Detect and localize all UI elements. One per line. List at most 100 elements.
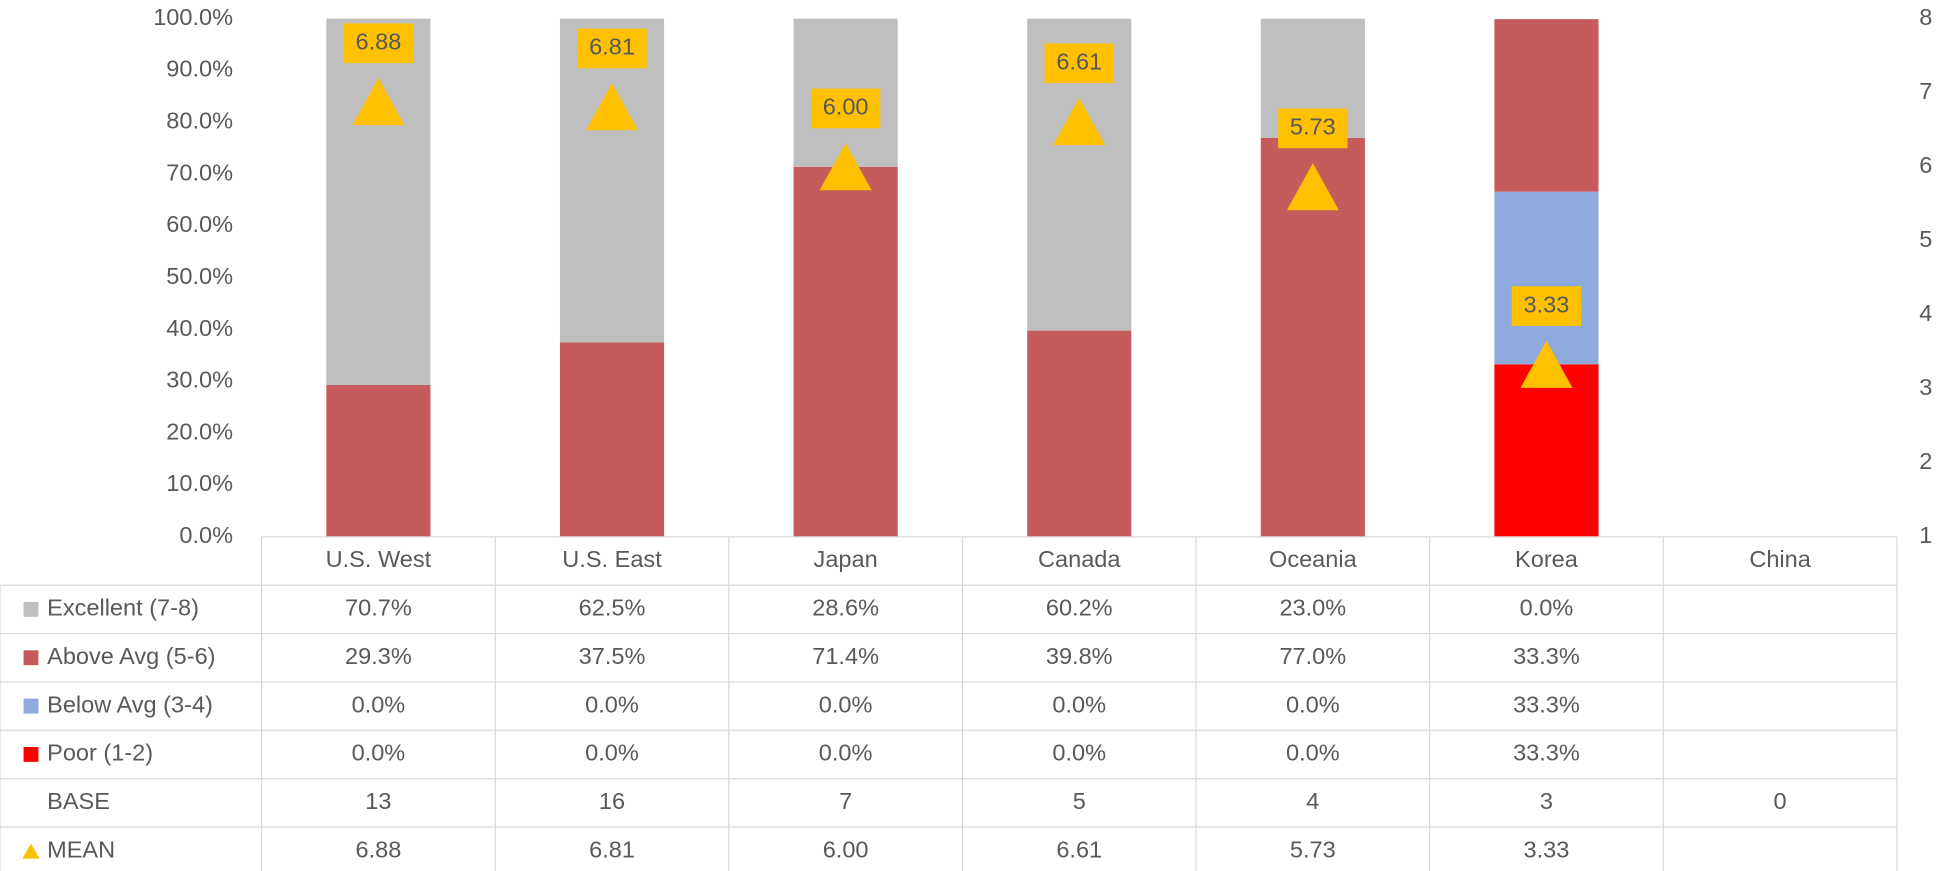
y-tick-label: 100.0% — [153, 4, 233, 30]
legend-swatch — [23, 601, 39, 617]
table-cell: 6.61 — [1056, 836, 1102, 862]
mean-label-box — [1044, 43, 1114, 84]
table-cell: 6.81 — [589, 836, 635, 862]
table-cell: 13 — [365, 788, 391, 814]
x-tick-label: China — [1749, 546, 1811, 572]
y-tick-label: 10.0% — [166, 470, 233, 496]
x-tick-label: Japan — [814, 546, 878, 572]
y-tick-label: 50.0% — [166, 263, 233, 289]
table-cell: 37.5% — [579, 643, 646, 669]
y-tick-label: 40.0% — [166, 315, 233, 341]
y2-tick-label: 8 — [1919, 4, 1932, 30]
table-cell: 5.73 — [1290, 836, 1336, 862]
table-cell: 33.3% — [1513, 643, 1580, 669]
y2-tick-label: 5 — [1919, 226, 1932, 252]
mean-label-box — [1511, 286, 1582, 326]
mean-label: 6.61 — [1056, 48, 1102, 74]
legend-label: Excellent (7-8) — [47, 595, 199, 621]
table-cell: 0.0% — [819, 740, 873, 766]
table-cell: 0.0% — [1520, 595, 1574, 621]
mean-marker — [1053, 97, 1106, 146]
legend-swatch — [23, 698, 39, 714]
bar-segment — [793, 166, 898, 537]
bar-segment — [326, 385, 431, 537]
table-cell: 3.33 — [1524, 836, 1570, 862]
table-cell: 60.2% — [1046, 595, 1113, 621]
y-tick-label: 90.0% — [166, 56, 233, 82]
table-cell: 5 — [1073, 788, 1086, 814]
y2-tick-label: 3 — [1919, 374, 1932, 400]
mean-marker — [819, 143, 872, 191]
bar-segment — [1027, 330, 1132, 537]
mean-marker — [1286, 163, 1339, 211]
mean-label-box — [1278, 108, 1348, 149]
table-cell: 33.3% — [1513, 691, 1580, 717]
base-label: BASE — [47, 788, 110, 814]
table-cell: 0.0% — [352, 740, 406, 766]
mean-label-box — [810, 88, 881, 129]
y2-tick-label: 1 — [1919, 522, 1932, 548]
x-tick-label: Oceania — [1269, 546, 1358, 572]
legend-label: Poor (1-2) — [47, 740, 153, 766]
table-cell: 0.0% — [585, 740, 639, 766]
x-tick-label: U.S. East — [562, 546, 662, 572]
mean-label-box — [343, 23, 414, 64]
table-cell: 0.0% — [1052, 740, 1106, 766]
legend-swatch — [22, 843, 40, 859]
table-cell: 16 — [599, 788, 625, 814]
bar-segment — [1494, 191, 1599, 365]
table-cell: 7 — [839, 788, 852, 814]
bar-segment — [559, 18, 665, 343]
y2-tick-label: 6 — [1919, 152, 1932, 178]
mean-marker — [352, 77, 405, 126]
bar-segment — [1494, 364, 1599, 537]
bar-segment — [1494, 19, 1599, 192]
table-cell: 6.00 — [823, 836, 869, 862]
table-cell: 70.7% — [345, 595, 412, 621]
table-cell: 33.3% — [1513, 740, 1580, 766]
y-tick-label: 60.0% — [166, 211, 233, 237]
table-cell: 6.88 — [355, 836, 401, 862]
y-tick-label: 80.0% — [166, 107, 233, 133]
table-cell: 4 — [1306, 788, 1319, 814]
x-tick-label: Korea — [1515, 546, 1579, 572]
mean-label: 6.88 — [355, 28, 401, 54]
mean-marker — [585, 83, 639, 131]
mean-label: 5.73 — [1290, 114, 1336, 140]
y2-tick-label: 2 — [1919, 448, 1932, 474]
table-cell: 0.0% — [819, 691, 873, 717]
y-tick-label: 20.0% — [166, 418, 233, 444]
table-cell: 0.0% — [1052, 691, 1106, 717]
table-cell: 0.0% — [585, 691, 639, 717]
y2-tick-label: 7 — [1919, 78, 1932, 104]
mean-label: 3.33 — [1524, 291, 1570, 317]
mean-label: 6.81 — [589, 34, 635, 60]
legend-label: Below Avg (3-4) — [47, 691, 213, 717]
legend-swatch — [23, 746, 39, 762]
bar-segment — [559, 342, 665, 537]
legend-swatch — [23, 650, 39, 666]
table-cell: 77.0% — [1279, 643, 1346, 669]
mean-label: 6.00 — [823, 94, 869, 120]
y-tick-label: 0.0% — [179, 522, 233, 548]
table-cell: 0.0% — [352, 691, 406, 717]
table-cell: 0 — [1774, 788, 1787, 814]
table-cell: 0.0% — [1286, 740, 1340, 766]
y2-tick-label: 4 — [1919, 300, 1932, 326]
legend-label: Above Avg (5-6) — [47, 643, 215, 669]
mean-label-box — [577, 28, 647, 69]
table-cell: 39.8% — [1046, 643, 1113, 669]
legend-label: MEAN — [47, 836, 115, 862]
table-cell: 28.6% — [812, 595, 879, 621]
table-cell: 29.3% — [345, 643, 412, 669]
bar-segment — [326, 18, 431, 386]
table-cell: 62.5% — [579, 595, 646, 621]
table-cell: 71.4% — [812, 643, 879, 669]
x-tick-label: U.S. West — [326, 546, 432, 572]
x-tick-label: Canada — [1038, 546, 1121, 572]
table-cell: 0.0% — [1286, 691, 1340, 717]
table-cell: 3 — [1540, 788, 1553, 814]
table-cell: 23.0% — [1279, 595, 1346, 621]
mean-marker — [1520, 340, 1573, 388]
